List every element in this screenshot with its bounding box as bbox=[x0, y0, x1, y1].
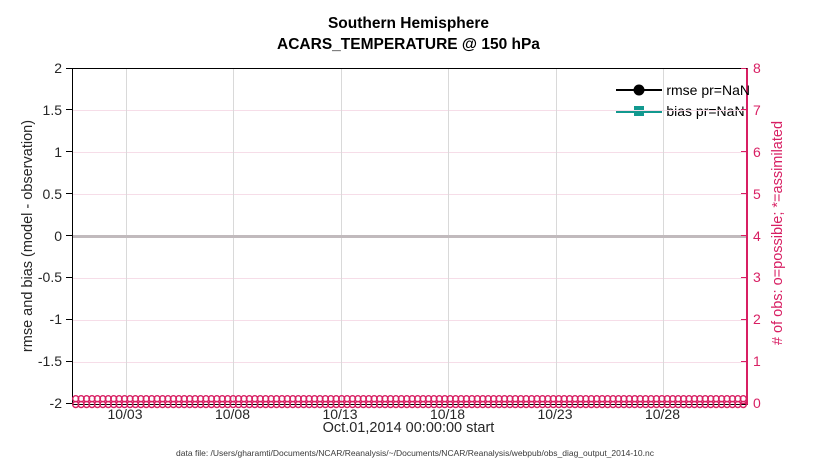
chart-title-line2: ACARS_TEMPERATURE @ 150 hPa bbox=[277, 36, 540, 53]
x-tick-label: 10/03 bbox=[107, 406, 143, 422]
chart-title: Southern Hemisphere ACARS_TEMPERATURE @ … bbox=[72, 13, 745, 55]
right-tick-mark bbox=[741, 360, 746, 362]
left-tick-mark bbox=[66, 109, 72, 111]
right-tick-mark bbox=[741, 318, 746, 320]
x-axis-label: Oct.01,2014 00:00:00 start bbox=[322, 420, 495, 436]
right-tick-mark bbox=[741, 109, 746, 111]
right-tick-mark bbox=[741, 235, 746, 236]
y-tick-label-left: -1.5 bbox=[37, 353, 62, 370]
left-tick-mark bbox=[66, 360, 72, 362]
y-tick-label-left: 1 bbox=[54, 143, 62, 160]
left-tick-mark bbox=[66, 402, 72, 404]
y-tick-label-right: 3 bbox=[753, 269, 761, 286]
y-tick-label-right: 1 bbox=[753, 353, 761, 370]
h-gridline bbox=[73, 277, 746, 279]
y-tick-label-left: 1.5 bbox=[42, 101, 62, 118]
left-tick-mark bbox=[66, 151, 72, 153]
y-tick-label-right: 5 bbox=[753, 185, 761, 202]
h-gridline bbox=[73, 319, 746, 321]
right-tick-mark bbox=[741, 67, 746, 69]
chart-title-line1: Southern Hemisphere bbox=[327, 15, 490, 32]
x-tick-label: 10/23 bbox=[537, 406, 573, 422]
right-tick-mark bbox=[741, 402, 746, 404]
h-gridline bbox=[73, 361, 746, 363]
data-file-caption: data file: /Users/gharamti/Documents/NCA… bbox=[176, 448, 654, 458]
h-gridline bbox=[73, 152, 746, 154]
y-tick-label-right: 6 bbox=[753, 143, 761, 160]
obs-count-markers bbox=[72, 395, 747, 409]
y-tick-label-left: 0.5 bbox=[42, 185, 62, 202]
x-tick-label: 10/13 bbox=[322, 406, 358, 422]
legend-item-rmse: rmse pr=NaN bbox=[616, 81, 750, 99]
y-tick-label-left: -0.5 bbox=[37, 269, 62, 286]
y-tick-label-left: -1 bbox=[49, 311, 62, 328]
h-gridline bbox=[73, 110, 746, 112]
left-tick-mark bbox=[66, 318, 72, 320]
x-tick-label: 10/28 bbox=[644, 406, 681, 422]
x-tick-label: 10/18 bbox=[429, 406, 466, 422]
right-tick-mark bbox=[741, 151, 746, 153]
left-tick-mark bbox=[66, 235, 72, 236]
legend: rmse pr=NaN bias pr=NaN bbox=[616, 81, 750, 120]
y-tick-label-left: 2 bbox=[54, 60, 62, 76]
y-tick-label-right: 8 bbox=[753, 60, 761, 76]
left-tick-mark bbox=[66, 67, 72, 69]
y-tick-label-right: 2 bbox=[753, 311, 761, 328]
y-tick-label-left: 0 bbox=[54, 227, 62, 244]
x-tick-label: 10/08 bbox=[214, 406, 251, 422]
legend-label-rmse: rmse pr=NaN bbox=[666, 82, 750, 98]
y-tick-label-left: -2 bbox=[49, 395, 62, 411]
h-gridline bbox=[73, 194, 746, 196]
plot-area: rmse pr=NaN bias pr=NaN bbox=[72, 68, 750, 409]
left-tick-mark bbox=[66, 193, 72, 195]
y-tick-label-right: 4 bbox=[753, 227, 761, 244]
right-tick-mark bbox=[741, 276, 746, 278]
y-tick-label-right: 7 bbox=[753, 101, 761, 118]
right-tick-mark bbox=[741, 193, 746, 195]
y-tick-label-right: 0 bbox=[753, 395, 761, 411]
left-tick-mark bbox=[66, 276, 72, 278]
rmse-circle-marker-icon bbox=[633, 84, 645, 96]
zero-line bbox=[73, 235, 746, 238]
